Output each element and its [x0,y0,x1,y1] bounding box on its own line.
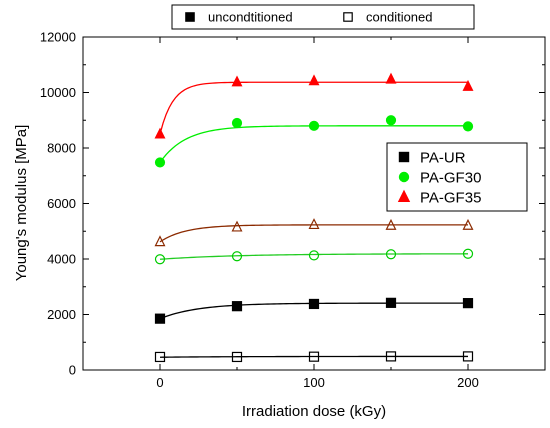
data-point-pa-ur-unconditioned [154,313,166,324]
top-legend-marker [185,12,195,22]
y-tick-label: 6000 [47,196,76,211]
top-legend-label: uncondtitioned [208,10,293,25]
data-point-pa-gf30-conditioned [462,248,474,259]
plot-frame [82,36,546,371]
x-tick-label: 100 [303,375,325,390]
y-axis-title: Young's modulus [MPa] [13,125,30,282]
data-point-pa-ur-conditioned [462,351,474,362]
data-point-pa-gf35-conditioned [385,218,397,230]
material-legend-marker [398,171,410,183]
y-tick-label: 4000 [47,252,76,267]
y-tick-label: 10000 [40,85,76,100]
x-axis-title: Irradiation dose (kGy) [242,403,386,420]
data-point-pa-ur-unconditioned [385,297,397,308]
data-point-pa-gf30-conditioned [385,249,397,260]
top-legend-box [171,4,475,30]
data-markers [154,72,474,363]
data-point-pa-ur-unconditioned [231,301,243,312]
data-point-pa-gf35-unconditioned [308,74,320,86]
y-tick-label: 0 [69,363,76,378]
y-tick-label: 12000 [40,30,76,45]
y-tick-label: 8000 [47,141,76,156]
data-point-pa-gf35-conditioned [231,220,243,232]
data-point-pa-ur-conditioned [385,351,397,362]
data-point-pa-gf35-conditioned [154,235,166,247]
data-point-pa-gf35-conditioned [462,218,474,230]
material-legend: PA-UR PA-GF30 PA-GF35 [386,142,528,212]
data-point-pa-ur-conditioned [231,351,243,363]
data-point-pa-ur-unconditioned [462,298,474,309]
y-tick-label: 2000 [47,307,76,322]
data-point-pa-gf30-unconditioned [308,120,320,131]
material-legend-marker [398,151,410,163]
x-tick-label: 0 [156,375,163,390]
data-point-pa-ur-conditioned [308,351,320,362]
data-point-pa-gf30-unconditioned [154,157,166,168]
x-tick-label: 200 [457,375,479,390]
top-legend-label: conditioned [366,10,433,25]
material-legend-label: PA-GF35 [420,190,481,207]
data-point-pa-gf35-unconditioned [231,75,243,87]
data-point-pa-gf30-unconditioned [462,121,474,132]
top-legend: uncondtitioned conditioned [171,4,475,30]
fit-line-pa-ur-conditioned [159,355,468,358]
fit-line-pa-gf35-conditioned [159,224,468,243]
material-legend-marker [397,189,411,203]
data-point-pa-gf30-conditioned [154,254,166,265]
data-point-pa-ur-conditioned [154,351,166,363]
data-point-pa-gf30-conditioned [308,250,320,261]
material-legend-label: PA-GF30 [420,170,481,187]
data-point-pa-gf30-conditioned [231,251,243,262]
data-point-pa-ur-unconditioned [308,298,320,310]
data-point-pa-gf35-conditioned [308,218,320,230]
material-legend-box [386,142,528,212]
data-point-pa-gf30-unconditioned [385,115,397,126]
data-point-pa-gf30-unconditioned [231,117,243,129]
data-point-pa-gf35-unconditioned [462,79,474,91]
data-point-pa-gf35-unconditioned [385,72,397,84]
material-legend-label: PA-UR [420,150,466,167]
fit-line-pa-gf30-conditioned [159,253,468,260]
data-point-pa-gf35-unconditioned [154,127,166,139]
top-legend-marker [343,12,353,22]
